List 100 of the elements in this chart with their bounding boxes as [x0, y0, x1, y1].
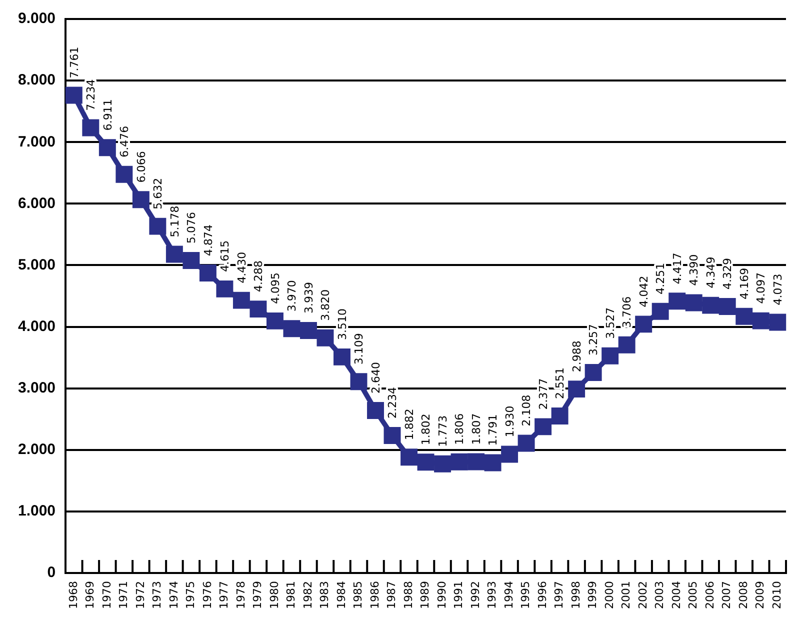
- point: [702, 296, 720, 314]
- point: [652, 302, 669, 320]
- point: [149, 218, 166, 235]
- x-tick-label: 1996: [536, 581, 549, 610]
- point: [384, 427, 401, 444]
- x-tick-label: 2010: [770, 581, 784, 610]
- data-label: 4.251: [654, 262, 668, 294]
- point: [266, 312, 284, 330]
- x-tick-label: 1976: [200, 581, 214, 610]
- data-label: 1.791: [486, 414, 500, 446]
- x-tick-label: 2003: [653, 581, 666, 610]
- point: [166, 246, 183, 263]
- x-tick-label: 1994: [502, 581, 516, 610]
- y-tick-label: 0: [47, 564, 56, 582]
- point: [116, 166, 133, 183]
- data-label: 4.417: [670, 252, 684, 284]
- point: [718, 298, 736, 316]
- point: [668, 292, 686, 310]
- x-tick-label: 1981: [284, 581, 298, 610]
- point: [769, 314, 786, 331]
- x-tick-label: 1988: [402, 581, 415, 610]
- point: [584, 364, 602, 382]
- y-tick-label: 4.000: [18, 318, 56, 335]
- point: [685, 294, 702, 312]
- point: [350, 373, 368, 390]
- data-label: 4.390: [688, 254, 701, 286]
- point: [618, 336, 636, 354]
- point: [450, 453, 468, 470]
- point: [736, 308, 753, 325]
- data-label: 4.430: [235, 252, 248, 284]
- data-label: 4.169: [738, 268, 751, 300]
- x-tick-label: 1986: [368, 581, 382, 610]
- x-tick-label: 2000: [602, 581, 616, 610]
- point: [434, 455, 452, 472]
- data-label: 4.095: [268, 272, 282, 304]
- x-tick-label: 2002: [636, 581, 650, 610]
- point: [232, 292, 250, 309]
- data-label: 3.939: [302, 282, 316, 314]
- x-tick-label: 1995: [519, 581, 532, 610]
- point: [98, 139, 116, 156]
- x-tick-label: 2004: [670, 581, 683, 610]
- data-label: 5.178: [168, 206, 182, 238]
- data-label: 3.527: [604, 307, 617, 339]
- x-tick-label: 1998: [569, 581, 582, 610]
- data-label: 6.066: [134, 151, 148, 183]
- x-tick-label: 1973: [150, 581, 164, 610]
- x-tick-label: 1968: [66, 581, 80, 610]
- point: [400, 448, 418, 466]
- x-tick-label: 1991: [452, 581, 466, 610]
- y-tick-label: 3.000: [18, 379, 56, 396]
- x-tick-label: 2005: [686, 581, 700, 610]
- data-label: 1.802: [420, 414, 433, 446]
- point: [316, 329, 334, 346]
- data-label: 2.988: [570, 340, 584, 372]
- point: [334, 348, 350, 366]
- point: [199, 264, 216, 282]
- data-label: 1.930: [503, 406, 516, 438]
- point: [182, 252, 200, 270]
- data-label: 5.076: [185, 212, 198, 244]
- data-label: 4.097: [754, 272, 768, 304]
- data-label: 1.806: [453, 413, 466, 445]
- point: [367, 402, 384, 419]
- x-tick-label: 1978: [234, 581, 248, 610]
- x-tick-label: 1975: [184, 581, 198, 610]
- point: [82, 119, 100, 136]
- x-tick-label: 1999: [586, 581, 600, 610]
- y-tick-label: 2.000: [18, 441, 56, 458]
- x-tick-label: 1971: [117, 581, 130, 610]
- data-label: 7.761: [68, 46, 81, 78]
- x-tick-label: 1974: [167, 581, 180, 610]
- x-tick-label: 1977: [218, 581, 231, 610]
- x-tick-label: 1980: [268, 581, 281, 610]
- point: [534, 418, 552, 436]
- x-tick-label: 2007: [720, 581, 734, 610]
- point: [518, 434, 535, 452]
- data-label: 3.706: [620, 296, 634, 328]
- y-tick-label: 5.000: [18, 256, 56, 274]
- x-tick-label: 1970: [100, 581, 114, 610]
- x-tick-label: 2008: [736, 581, 750, 610]
- data-label: 4.329: [721, 258, 734, 290]
- point: [752, 312, 770, 330]
- x-tick-label: 1997: [552, 581, 566, 610]
- data-label: 1.882: [402, 408, 416, 440]
- x-tick-label: 1992: [468, 581, 482, 610]
- point: [635, 316, 652, 333]
- data-label: 1.773: [436, 415, 450, 447]
- point: [568, 380, 586, 398]
- point: [551, 407, 568, 424]
- data-label: 6.911: [101, 99, 114, 131]
- data-label: 3.109: [352, 333, 366, 365]
- data-label: 1.807: [470, 413, 483, 445]
- x-tick-label: 1985: [352, 581, 365, 610]
- x-tick-label: 1979: [251, 581, 264, 610]
- data-label: 4.042: [637, 276, 650, 308]
- data-label: 4.073: [771, 274, 784, 306]
- data-label: 3.970: [286, 280, 299, 312]
- x-tick-label: 2009: [754, 581, 767, 610]
- x-tick-label: 2001: [620, 581, 633, 610]
- x-tick-label: 1987: [385, 581, 398, 610]
- point: [300, 322, 317, 340]
